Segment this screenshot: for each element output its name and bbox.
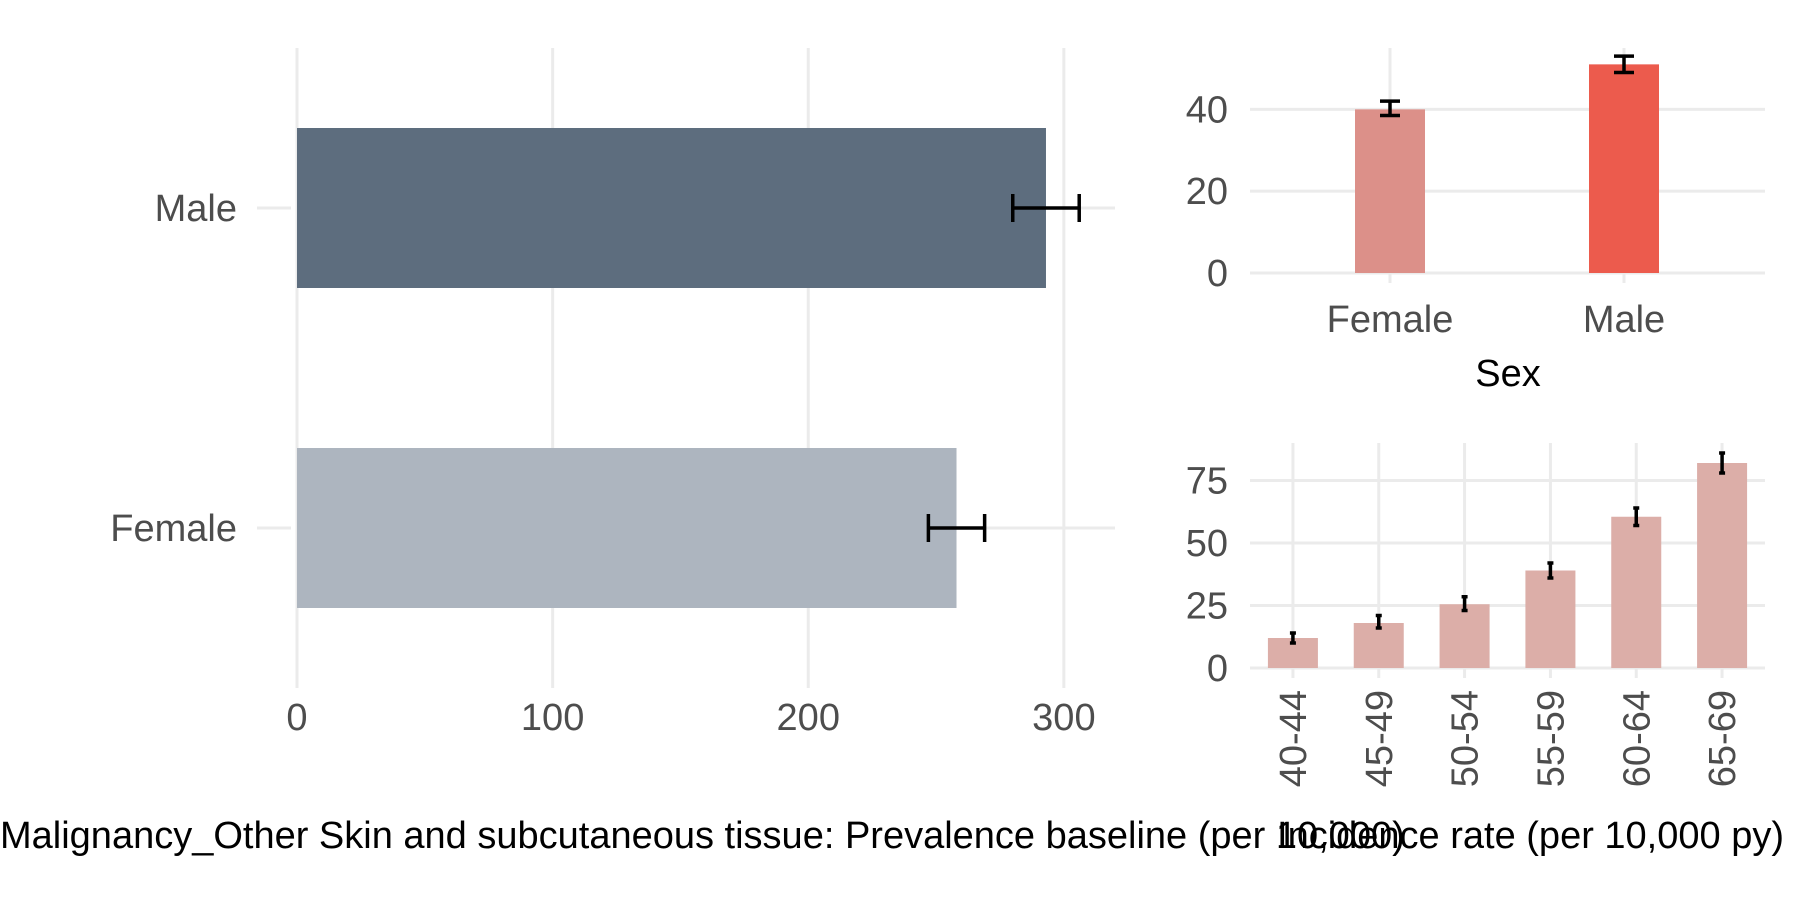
error-bar-age-60-64 — [1633, 506, 1640, 528]
x-axis-title: Sex — [1475, 353, 1540, 395]
bar-age-55-59 — [1525, 570, 1576, 668]
y-tick-label: 0 — [1207, 648, 1228, 690]
bar-age-45-49 — [1353, 623, 1404, 668]
x-tick-label: 300 — [1032, 697, 1095, 739]
y-tick-label: Female — [110, 508, 237, 550]
age-incidence-panel: 0 25 50 75 40-44 45-49 50-54 55-59 60-64 65-69 Inc… — [1186, 443, 1784, 857]
y-tick-label: 0 — [1207, 253, 1228, 295]
bar-age-60-64 — [1611, 516, 1662, 668]
error-bar-female — [926, 514, 987, 542]
error-bar-age-50-54 — [1461, 595, 1468, 613]
bar-female — [297, 448, 957, 608]
bar-male — [1589, 64, 1659, 273]
y-tick-label: 25 — [1186, 586, 1228, 628]
x-tick-label: 45-49 — [1359, 690, 1401, 787]
sex-incidence-panel: 0 20 40 Female Male Sex — [1186, 48, 1765, 395]
error-bar-male — [1614, 54, 1634, 75]
y-tick-label: 75 — [1186, 461, 1228, 503]
error-bar-age-55-59 — [1547, 561, 1554, 580]
error-bar-age-45-49 — [1375, 613, 1382, 630]
x-tick-label: 200 — [777, 697, 840, 739]
x-tick-label: 55-59 — [1530, 690, 1572, 787]
x-tick-label: Male — [1583, 299, 1665, 341]
x-tick-label: 50-54 — [1445, 690, 1487, 787]
bar-age-65-69 — [1697, 463, 1748, 668]
x-tick-label: 60-64 — [1616, 690, 1658, 787]
error-bar-female — [1380, 99, 1400, 118]
bar-age-50-54 — [1439, 604, 1490, 668]
x-tick-label: 65-69 — [1702, 690, 1744, 787]
bar-male — [297, 128, 1046, 288]
x-tick-label: 0 — [286, 697, 307, 739]
error-bar-male — [1011, 194, 1081, 222]
error-bar-age-40-44 — [1289, 631, 1296, 645]
y-tick-label: Male — [155, 188, 237, 230]
x-axis-title: Incidence rate (per 10,000 py) — [1277, 815, 1784, 857]
x-tick-label: Female — [1327, 299, 1454, 341]
x-tick-label: 100 — [521, 697, 584, 739]
x-axis-title: Malignancy_Other Skin and subcutaneous t… — [0, 815, 1405, 857]
y-tick-label: 20 — [1186, 171, 1228, 213]
x-tick-label: 40-44 — [1273, 690, 1315, 787]
bar-female — [1355, 109, 1425, 273]
y-tick-label: 50 — [1186, 523, 1228, 565]
y-tick-label: 40 — [1186, 89, 1228, 131]
error-bar-age-65-69 — [1719, 451, 1726, 475]
